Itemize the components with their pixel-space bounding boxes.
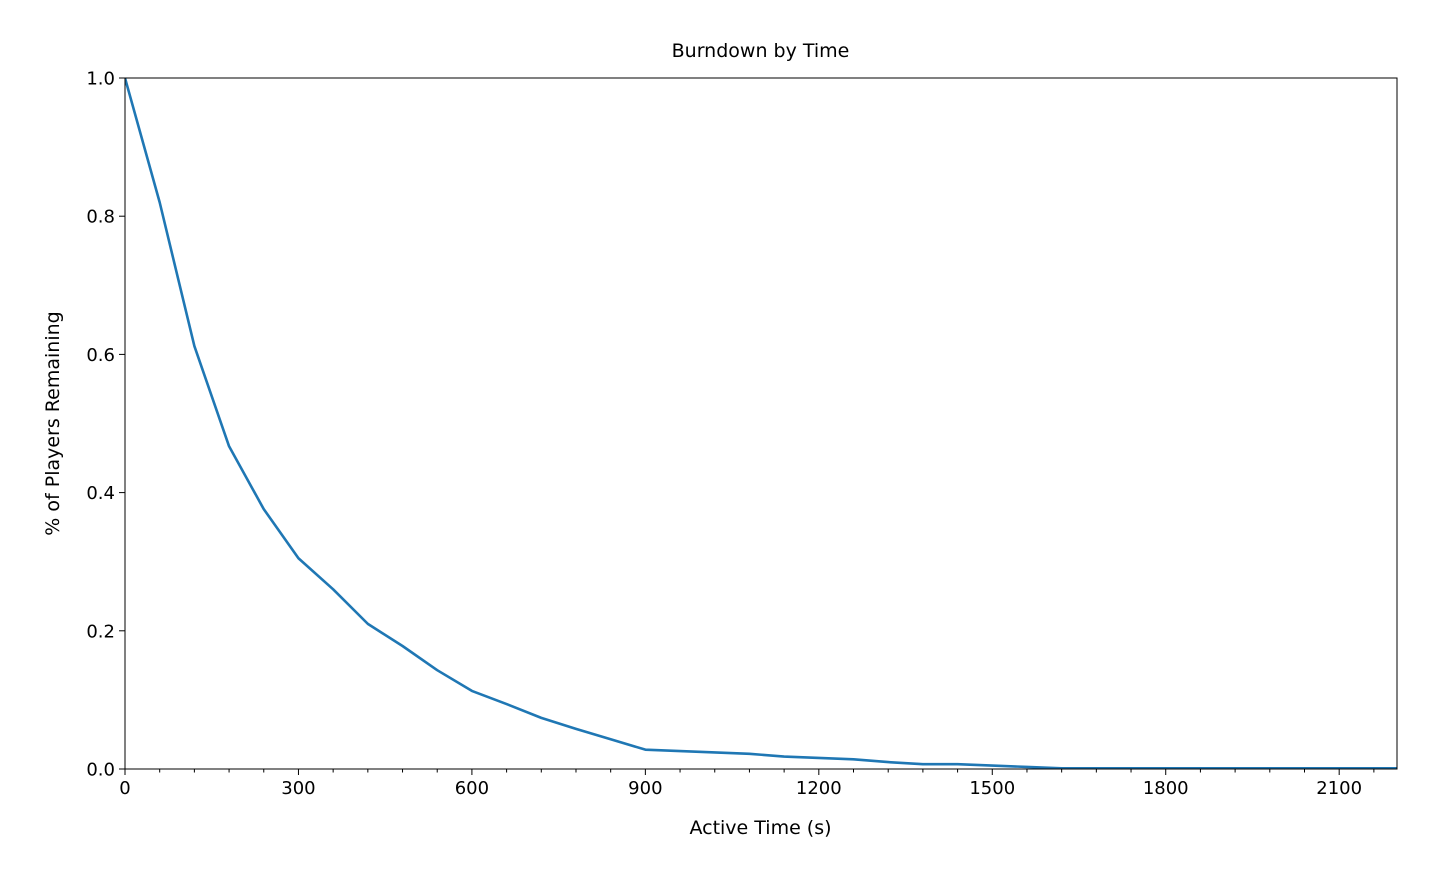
plot-area [125,78,1397,769]
series-line [125,78,1397,769]
x-tick-label: 900 [628,778,662,799]
y-tick-label: 0.8 [86,207,115,228]
y-tick-label: 0.0 [86,760,115,781]
plot-frame [124,77,1398,770]
y-tick-label: 0.2 [86,621,115,642]
y-tick-label: 0.6 [86,345,115,366]
y-axis: 0.0 0.2 0.4 0.6 0.8 1.0 [86,69,125,781]
x-axis: 0 300 600 900 1200 1500 1800 2100 [119,769,1375,799]
x-tick-label: 1800 [1143,778,1189,799]
x-tick-label: 0 [119,778,130,799]
y-tick-label: 0.4 [86,483,115,504]
x-tick-label: 2100 [1316,778,1362,799]
y-axis-label: % of Players Remaining [42,311,64,535]
x-tick-label: 1500 [969,778,1015,799]
x-axis-label: Active Time (s) [689,817,831,839]
x-tick-label: 1200 [796,778,842,799]
x-tick-label: 600 [455,778,489,799]
chart-title: Burndown by Time [672,40,850,62]
y-tick-label: 1.0 [86,69,115,90]
x-tick-label: 300 [281,778,315,799]
